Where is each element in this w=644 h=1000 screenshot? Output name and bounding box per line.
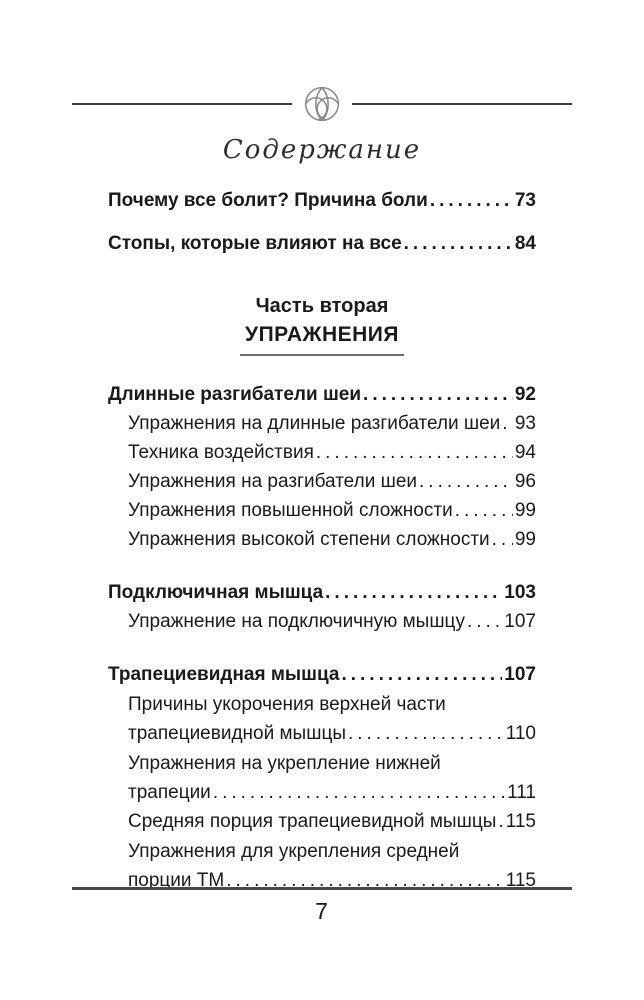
toc-entry: Упражнения на длинные разгибатели шеи 93 [108,409,536,438]
toc-entry-label: порции ТМ [128,870,225,891]
toc-entry: Средняя порция трапециевидной мышцы 115 [108,807,536,836]
toc-page-number: 94 [514,442,536,463]
toc-entry: Упражнение на подключичную мышцу 107 [108,607,536,636]
toc-entry-label: Техника воздействия [128,442,314,463]
header-rule-left [72,103,292,105]
page-number: 7 [315,898,329,924]
dot-leader [213,778,505,807]
section-gap [108,554,536,564]
toc-entry-label: Почему все болит? Причина боли [108,190,428,211]
toc-entry: Длинные разгибатели шеи 92 [108,380,536,409]
toc-entry: Упражнения высокой степени сложности 99 [108,525,536,554]
toc-page-number: 99 [514,529,536,550]
toc-entry-label: Стопы, которые влияют на все [108,233,402,254]
toc-entry-label: Упражнения высокой степени сложности [128,529,490,550]
toc-entry: порции ТМ 115 [108,866,536,895]
toc-page-number: 115 [505,870,536,891]
toc-page-number: 99 [514,500,536,521]
dot-leader [341,660,502,689]
toc-page-number: 107 [504,664,536,685]
toc-entry: Техника воздействия 94 [108,438,536,467]
dot-leader [316,438,513,467]
toc-entry: Почему все болит? Причина боли 73 [108,186,536,215]
part-title: УПРАЖНЕНИЯ [240,323,404,356]
toc-entry: Подключичная мышца 103 [108,578,536,607]
toc-page-number: 111 [507,782,536,803]
header-rule-row [72,79,572,129]
dot-leader [467,607,502,636]
part-title-wrap: УПРАЖНЕНИЯ [108,323,536,356]
toc-entry-label: Длинные разгибатели шеи [108,384,362,405]
toc-page-number: 73 [514,190,536,211]
toc-entry-label: Упражнения на разгибатели шеи [128,471,418,492]
toc-page-number: 96 [514,471,536,492]
toc-entry-line1: Упражнения для укрепления средней [128,841,460,862]
dot-leader [404,229,513,258]
header-rule-right [352,103,572,105]
toc-page-number: 110 [505,723,536,744]
toc-entry: Упражнения повышенной сложности 99 [108,496,536,525]
toc-entry-label: Упражнения на длинные разгибатели шеи [128,413,501,434]
toc-entry-label: Упражнения повышенной сложности [128,500,453,521]
toc-page-number: 93 [514,413,536,434]
toc-entry-label: трапеции [128,782,211,803]
toc-entry: Стопы, которые влияют на все 84 [108,229,536,258]
dot-leader [455,496,513,525]
dot-leader [419,467,513,496]
toc-page-number: 115 [505,811,536,832]
toc-page-number: 107 [504,611,536,632]
contents-title: Содержание [222,135,422,165]
toc-entry-line1: Причины укорочения верхней части [128,694,446,715]
dot-leader [363,380,513,409]
dot-leader [226,866,503,895]
dot-leader [325,578,502,607]
toc-entry-line1: Упражнения на укрепление нижней [128,753,441,774]
toc-entry: Трапециевидная мышца 107 [108,660,536,689]
toc-entry: Упражнения на разгибатели шеи 96 [108,467,536,496]
toc-entry-label: Упражнение на подключичную мышцу [128,611,465,632]
part-kicker: Часть вторая [255,295,389,317]
page-header: Содержание [72,79,572,165]
toc-page-number: 103 [504,582,536,603]
toc-page-number: 92 [514,384,536,405]
toc-entry-label: Средняя порция трапециевидной мышцы [128,811,497,832]
toc-entry: трапециевидной мышцы 110 [108,719,536,748]
dot-leader [502,409,513,438]
table-of-contents: Почему все болит? Причина боли 73 Стопы,… [108,186,536,895]
toc-entry-label: Подключичная мышца [108,582,324,603]
dot-leader [498,807,503,836]
toc-entry: трапеции 111 [108,778,536,807]
section-gap [108,636,536,646]
dot-leader [492,525,513,554]
dot-leader [348,719,504,748]
toc-entry-label: Трапециевидная мышца [108,664,340,685]
lotus-ornament-icon [304,86,340,122]
dot-leader [430,186,513,215]
toc-entry-label: трапециевидной мышцы [128,723,346,744]
part-heading: Часть вторая УПРАЖНЕНИЯ [108,291,536,356]
toc-page-number: 84 [514,233,536,254]
footer-rule [72,887,572,890]
